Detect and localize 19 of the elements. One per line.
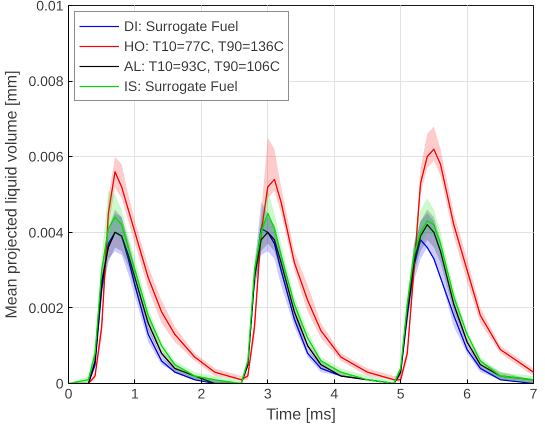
- x-tick-label: 2: [197, 386, 206, 402]
- legend-label: DI: Surrogate Fuel: [124, 18, 238, 34]
- x-tick-label: 4: [330, 386, 338, 402]
- y-tick-label: 0: [56, 376, 64, 392]
- y-tick-label: 0.006: [28, 148, 64, 165]
- x-tick-label: 5: [396, 386, 405, 402]
- x-tick-label: 6: [463, 386, 472, 402]
- x-axis-title: Time [ms]: [266, 406, 336, 424]
- x-tick-label: 1: [131, 386, 140, 402]
- x-tick-label: 3: [264, 386, 272, 402]
- x-tick-label: 7: [530, 386, 538, 402]
- legend-label: IS: Surrogate Fuel: [124, 78, 238, 94]
- legend-label: AL: T10=93C, T90=106C: [124, 58, 280, 74]
- y-tick-label: 0.008: [28, 73, 64, 90]
- y-tick-label: 0.004: [28, 224, 64, 240]
- y-tick-label: 0.01: [36, 0, 64, 14]
- legend-label: HO: T10=77C, T90=136C: [124, 38, 284, 54]
- y-axis-title: Mean projected liquid volume [mm]: [3, 70, 20, 319]
- y-tick-label: 0.002: [28, 300, 64, 316]
